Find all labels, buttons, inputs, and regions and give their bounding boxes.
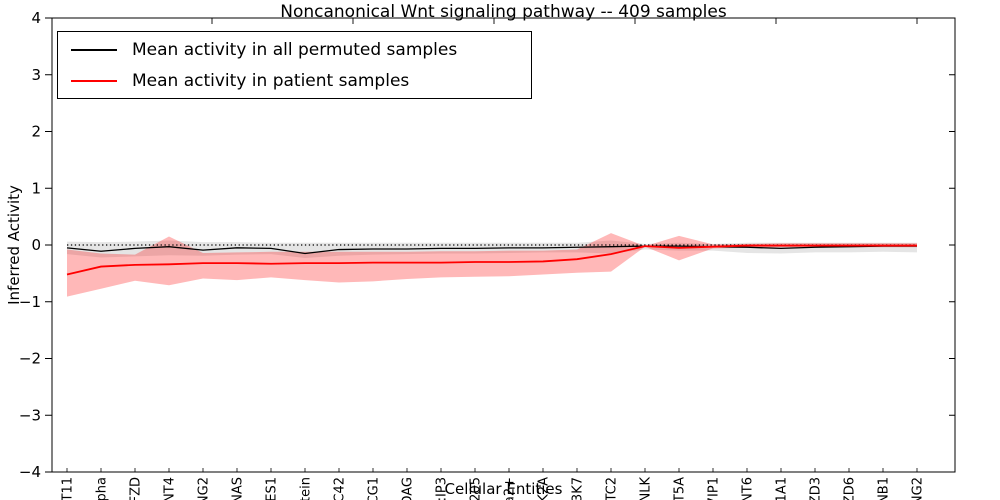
y-tick-label: −4 bbox=[19, 463, 41, 481]
x-tick-label: WNT11 bbox=[61, 477, 76, 500]
y-tick-label: 3 bbox=[31, 66, 41, 84]
y-tick-label: 4 bbox=[31, 9, 41, 27]
x-tick-label: WNT5A bbox=[673, 477, 688, 500]
legend-item-patient: Mean activity in patient samples bbox=[71, 71, 531, 91]
patient-line-swatch bbox=[71, 79, 117, 82]
x-tick-label: mol:DAG bbox=[401, 477, 416, 500]
x-tick-label: WNT4 bbox=[163, 477, 178, 500]
legend-item-permuted: Mean activity in all permuted samples bbox=[71, 40, 531, 60]
x-tick-label: FZD6 bbox=[843, 477, 858, 500]
x-tick-label: CDC42 bbox=[333, 477, 348, 500]
chart-title: Noncanonical Wnt signaling pathway -- 40… bbox=[280, 2, 727, 22]
legend-label-patient: Mean activity in patient samples bbox=[132, 70, 410, 91]
x-tick-label: NLK bbox=[639, 477, 654, 500]
x-tick-label: WNT6 bbox=[741, 477, 756, 500]
mean-activity-in-patient-samples-band bbox=[67, 233, 917, 297]
permuted-line-swatch bbox=[71, 48, 117, 51]
x-tick-label: NFATC2 bbox=[605, 477, 620, 500]
mean-activity-in-patient-samples-line bbox=[66, 244, 917, 276]
y-tick-label: 2 bbox=[31, 123, 41, 141]
x-tick-label: GO:0007205 bbox=[469, 477, 484, 500]
x-tick-label: mol:Ca2+ bbox=[503, 477, 518, 500]
x-tick-label: YES1 bbox=[265, 477, 280, 500]
mean-activity-in-all-permuted-samples-line bbox=[66, 245, 917, 255]
y-tick-label: −1 bbox=[19, 293, 41, 311]
x-tick-label: MAP3K7IP1 bbox=[707, 477, 722, 500]
x-tick-label: PLCG1 bbox=[367, 477, 382, 500]
x-tick-label: GNAS bbox=[231, 477, 246, 500]
mean-activity-in-all-permuted-samples-band bbox=[67, 240, 917, 259]
x-tick-label: mol:IP3 bbox=[435, 477, 450, 500]
x-tick-label: CSNK1A1 bbox=[775, 477, 790, 500]
y-tick-label: 1 bbox=[31, 179, 41, 197]
y-axis-label: Inferred Activity bbox=[5, 185, 23, 305]
legend-label-permuted: Mean activity in all permuted samples bbox=[132, 39, 458, 60]
y-tick-label: −3 bbox=[19, 406, 41, 424]
y-tick-label: 0 bbox=[31, 236, 41, 254]
y-tick-label: −2 bbox=[19, 350, 41, 368]
x-tick-label: FZD3 bbox=[809, 477, 824, 500]
x-tick-label: GNG2 bbox=[911, 477, 926, 500]
x-axis-label: Cellular Entities bbox=[444, 480, 563, 498]
x-tick-label: MAP3K7 bbox=[571, 477, 586, 500]
legend: Mean activity in all permuted samples Me… bbox=[57, 31, 532, 99]
x-tick-label: G protein bbox=[299, 477, 314, 500]
x-tick-label: NFAT1/CK1 alpha bbox=[95, 477, 110, 500]
x-tick-label: CAMK2A bbox=[537, 477, 552, 500]
x-tick-label: GNB1/GNG2 bbox=[197, 477, 212, 500]
x-tick-label: GNB1 bbox=[877, 477, 892, 500]
